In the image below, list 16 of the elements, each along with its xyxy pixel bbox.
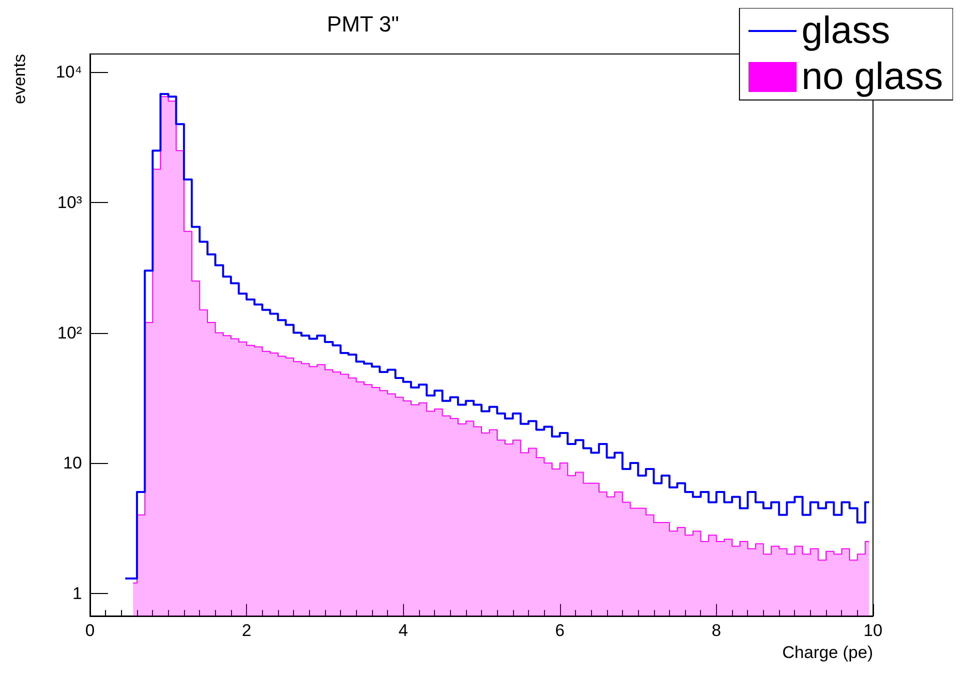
legend-label: no glass [801, 56, 944, 98]
legend-label: glass [801, 10, 890, 52]
x-tick-label: 4 [398, 621, 408, 640]
y-tick-label: 10² [57, 323, 82, 342]
y-tick-label: 10 [63, 454, 82, 473]
y-tick-label: 10³ [57, 193, 82, 212]
x-tick-label: 8 [712, 621, 722, 640]
y-tick-label: 10⁴ [56, 62, 82, 82]
x-tick-label: 6 [555, 621, 565, 640]
y-tick-label: 1 [72, 584, 82, 603]
x-tick-label: 2 [242, 621, 252, 640]
x-tick-label: 0 [85, 621, 95, 640]
y-axis-title: events [10, 54, 29, 104]
chart-title: PMT 3" [326, 12, 400, 36]
x-axis-title: Charge (pe) [782, 643, 873, 662]
x-tick-label: 10 [864, 621, 882, 640]
